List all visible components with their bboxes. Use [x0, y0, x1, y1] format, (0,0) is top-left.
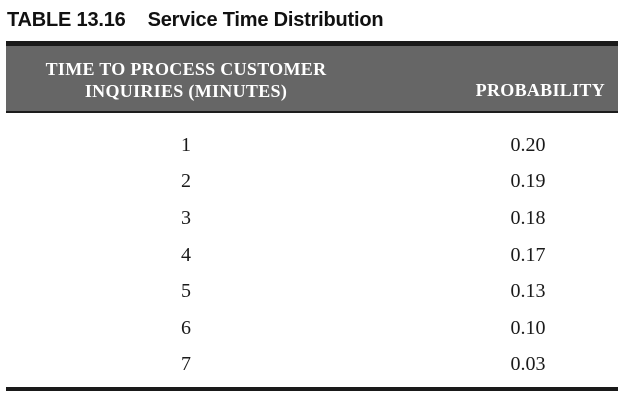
table-row: 6 0.10: [6, 310, 618, 347]
table-row: 2 0.19: [6, 164, 618, 201]
table-row: 1 0.20: [6, 127, 618, 164]
minutes-cell: 6: [181, 316, 191, 339]
minutes-cell: 2: [181, 170, 191, 193]
minutes-cell: 1: [181, 133, 191, 156]
probability-cell: 0.17: [510, 243, 546, 266]
probability-cell: 0.18: [510, 206, 546, 229]
top-rule: [6, 41, 618, 46]
minutes-header-line2: INQUIRIES (MINUTES): [84, 80, 288, 101]
probability-cell: 0.19: [510, 170, 546, 193]
table-row: 3 0.18: [6, 200, 618, 237]
table-body: 1 0.20 2 0.19 3 0.18 4 0.17 5 0.13 6 0.1…: [6, 113, 618, 387]
probability-cell: 0.20: [510, 133, 546, 156]
minutes-cell: 3: [181, 206, 191, 229]
probability-cell: 0.13: [510, 280, 546, 303]
minutes-column-header: TIME TO PROCESS CUSTOMER INQUIRIES (MINU…: [6, 46, 366, 111]
table-header-row: TIME TO PROCESS CUSTOMER INQUIRIES (MINU…: [6, 46, 618, 113]
table-row: 7 0.03: [6, 346, 618, 383]
table-number: TABLE 13.16: [7, 9, 126, 31]
minutes-cell: 7: [181, 353, 191, 376]
table-row: 5 0.13: [6, 273, 618, 310]
probability-column-header: PROBABILITY: [366, 46, 618, 111]
table-caption: Service Time Distribution: [147, 9, 384, 31]
minutes-header-line1: TIME TO PROCESS CUSTOMER: [45, 58, 327, 79]
probability-cell: 0.03: [510, 353, 546, 376]
probability-header-label: PROBABILITY: [475, 80, 605, 100]
minutes-cell: 4: [181, 243, 191, 266]
table-title: TABLE 13.16 Service Time Distribution: [7, 8, 616, 32]
bottom-rule: [6, 387, 618, 391]
minutes-cell: 5: [181, 280, 191, 303]
table-row: 4 0.17: [6, 237, 618, 274]
probability-cell: 0.10: [510, 316, 546, 339]
